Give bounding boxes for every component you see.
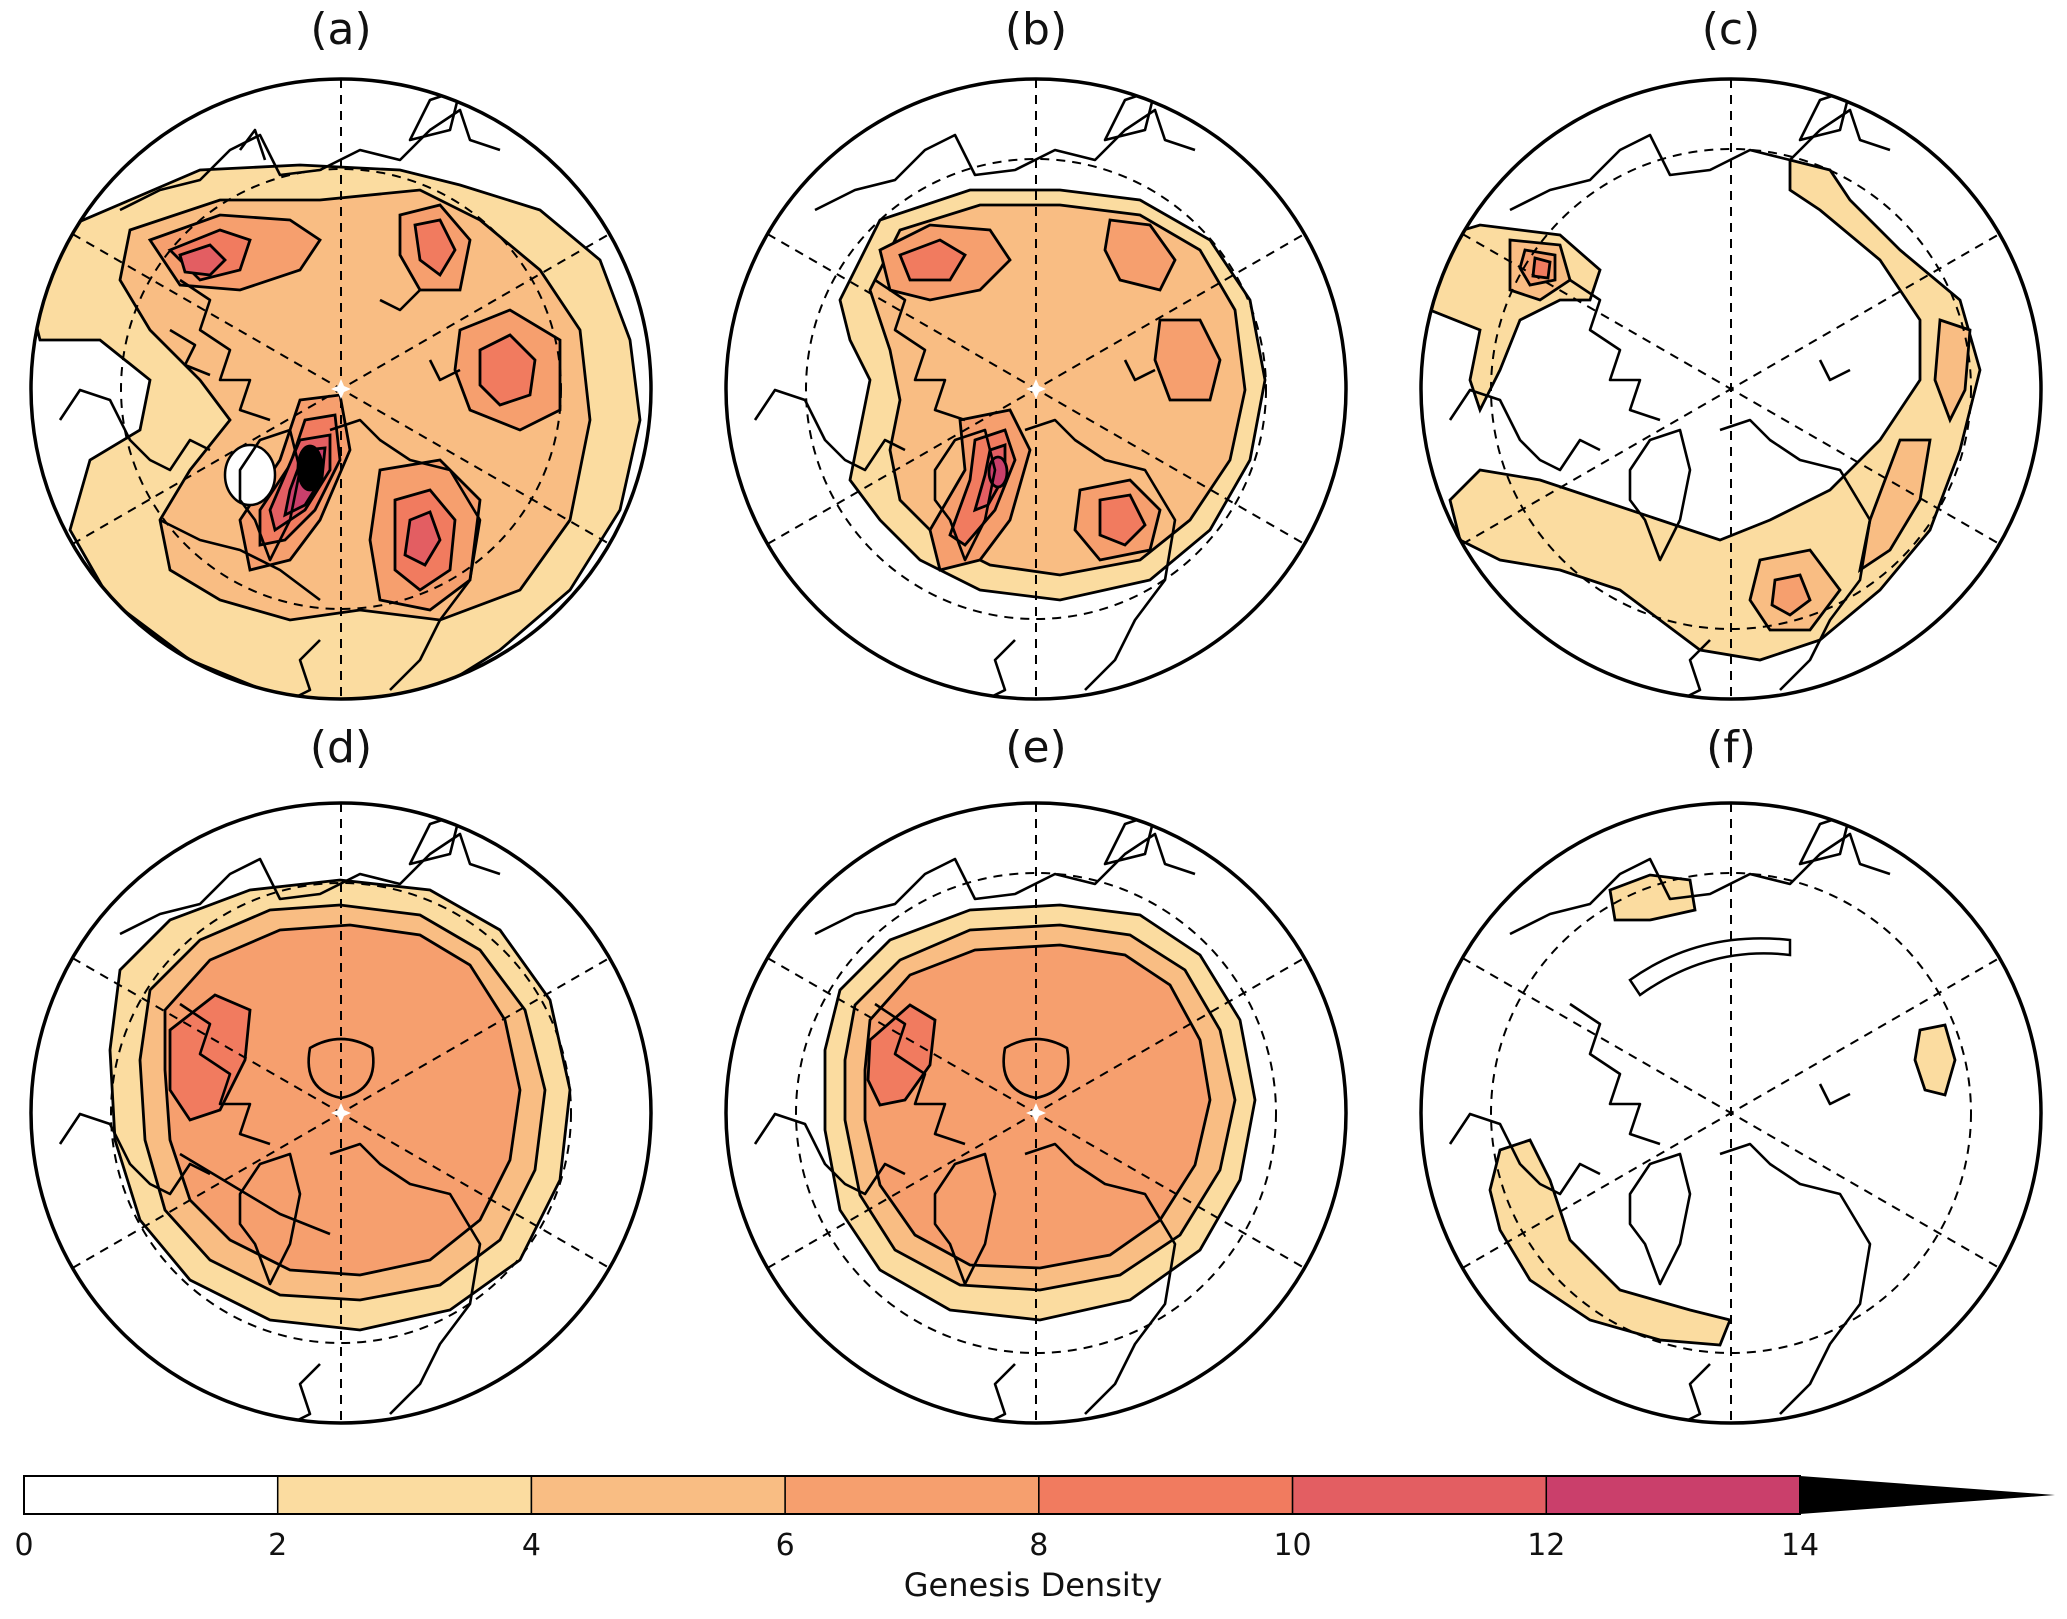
density-contour xyxy=(1608,873,1697,922)
zero-density-contour xyxy=(1628,937,1792,997)
colorbar-outline xyxy=(23,1475,1801,1515)
colorbar-tick-label: 12 xyxy=(1527,1528,1566,1563)
density-contour xyxy=(413,218,457,278)
colorbar-segment xyxy=(784,1475,1040,1515)
colorbar-segment xyxy=(23,1475,279,1515)
panel-d-label: (d) xyxy=(309,722,373,773)
colorbar-segment xyxy=(530,1475,786,1515)
colorbar-tick-label: 14 xyxy=(1780,1528,1820,1563)
density-contour xyxy=(1153,318,1222,402)
density-contour xyxy=(1933,318,1972,424)
colorbar-title: Genesis Density xyxy=(903,1566,1163,1604)
panel-b-label: (b) xyxy=(1004,4,1068,55)
colorbar-segment xyxy=(276,1475,533,1515)
panel-e-label: (e) xyxy=(1005,722,1067,773)
panel-b-map xyxy=(724,77,1348,701)
density-contour xyxy=(163,923,522,1277)
colorbar-segment xyxy=(1545,1475,1801,1515)
panel-c-map xyxy=(1419,77,2043,701)
panel-e-map xyxy=(724,801,1348,1425)
zero-density-gap xyxy=(223,443,277,507)
density-contour xyxy=(1531,256,1552,280)
north-pole-marker xyxy=(331,379,351,399)
panel-c-label: (c) xyxy=(1701,4,1761,55)
panel-f-map xyxy=(1419,801,2043,1425)
north-pole-marker xyxy=(1026,1103,1046,1123)
colorbar-tick-label: 8 xyxy=(1029,1528,1049,1563)
density-contour xyxy=(178,243,227,277)
panel-a-label: (a) xyxy=(310,4,372,55)
density-contour xyxy=(1913,1023,1957,1097)
colorbar-segment xyxy=(1038,1475,1294,1515)
colorbar-tick-label: 0 xyxy=(14,1528,34,1563)
colorbar-tick-label: 10 xyxy=(1273,1528,1312,1563)
panel-f-label: (f) xyxy=(1706,722,1756,773)
colorbar-extend-arrow xyxy=(1800,1476,2055,1514)
colorbar-segment xyxy=(1291,1475,1548,1515)
density-contour xyxy=(898,238,967,282)
north-pole-marker xyxy=(331,1103,351,1123)
colorbar-tick-label: 4 xyxy=(521,1528,541,1563)
density-contour xyxy=(866,1003,937,1107)
density-contour xyxy=(1448,158,1982,662)
density-contour xyxy=(478,333,537,407)
north-pole-marker xyxy=(1026,379,1046,399)
density-contour xyxy=(1103,218,1177,292)
colorbar-tick-label: 2 xyxy=(268,1528,288,1563)
colorbar xyxy=(23,1475,2055,1515)
colorbar-tick-label: 6 xyxy=(775,1528,795,1563)
panel-d-map xyxy=(29,801,653,1425)
density-contour xyxy=(403,510,442,567)
density-maximum xyxy=(296,444,324,492)
panel-a-map xyxy=(29,77,653,701)
density-contour xyxy=(1098,493,1147,547)
density-contour xyxy=(1770,573,1812,617)
